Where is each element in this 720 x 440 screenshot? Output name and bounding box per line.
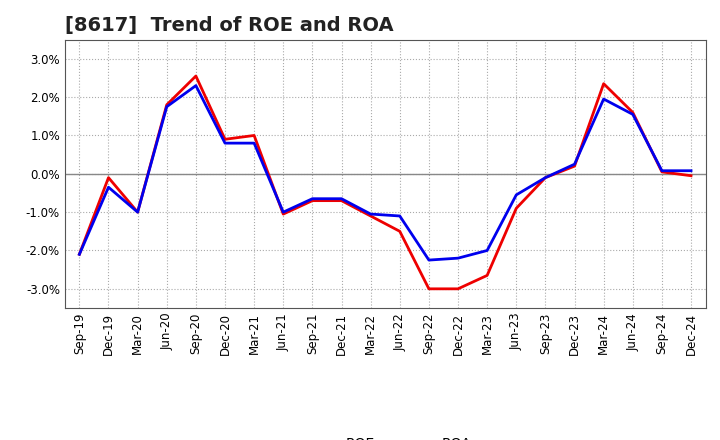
ROE [629, 110, 637, 115]
ROE [133, 209, 142, 215]
ROE [250, 133, 258, 138]
ROE [425, 286, 433, 291]
ROA [541, 175, 550, 180]
ROE [104, 175, 113, 180]
ROE [570, 164, 579, 169]
ROE [395, 229, 404, 234]
ROE [687, 173, 696, 178]
ROA [483, 248, 492, 253]
ROA [192, 83, 200, 88]
Legend: ROE, ROA: ROE, ROA [294, 432, 477, 440]
ROA [657, 168, 666, 173]
Line: ROE: ROE [79, 76, 691, 289]
ROA [220, 140, 229, 146]
ROE [75, 252, 84, 257]
ROE [192, 73, 200, 79]
ROA [454, 256, 462, 261]
ROA [629, 112, 637, 117]
ROA [425, 257, 433, 263]
ROE [220, 137, 229, 142]
ROA [163, 104, 171, 109]
ROA [250, 140, 258, 146]
Text: [8617]  Trend of ROE and ROA: [8617] Trend of ROE and ROA [65, 16, 393, 35]
ROA [104, 185, 113, 190]
ROA [395, 213, 404, 219]
ROA [308, 196, 317, 202]
Line: ROA: ROA [79, 86, 691, 260]
ROA [279, 209, 287, 215]
ROE [599, 81, 608, 86]
ROE [483, 273, 492, 278]
ROE [512, 205, 521, 211]
ROA [599, 96, 608, 102]
ROA [337, 196, 346, 202]
ROE [657, 169, 666, 175]
ROA [570, 161, 579, 167]
ROA [366, 211, 375, 216]
ROA [133, 209, 142, 215]
ROE [541, 175, 550, 180]
ROE [308, 198, 317, 203]
ROE [163, 102, 171, 107]
ROE [366, 213, 375, 219]
ROE [337, 198, 346, 203]
ROA [512, 192, 521, 198]
ROA [687, 168, 696, 173]
ROE [454, 286, 462, 291]
ROE [279, 211, 287, 216]
ROA [75, 252, 84, 257]
